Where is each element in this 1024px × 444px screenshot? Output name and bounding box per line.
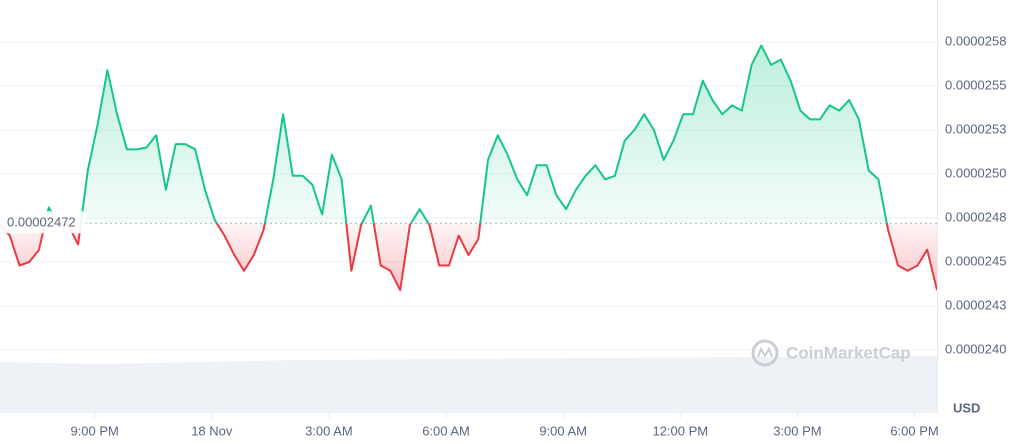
x-tick-label: 6:00 PM	[890, 423, 938, 438]
volume-area	[0, 356, 937, 413]
x-tick-label: 9:00 PM	[70, 423, 118, 438]
plot	[0, 44, 938, 292]
y-tick-label: 0.0000248	[945, 209, 1006, 224]
y-tick-label: 0.0000243	[945, 297, 1006, 312]
baseline-label-box	[0, 211, 86, 234]
y-tick-label: 0.0000250	[945, 165, 1006, 180]
baseline-label: 0.00002472	[7, 215, 76, 230]
y-axis-label: USD	[953, 400, 980, 415]
watermark-logo	[751, 339, 779, 367]
y-tick-label: 0.0000255	[945, 77, 1006, 92]
x-tick-label: 12:00 PM	[652, 423, 708, 438]
x-tick-label: 3:00 AM	[305, 423, 353, 438]
y-tick-label: 0.0000253	[945, 121, 1006, 136]
x-tick-label: 18 Nov	[191, 423, 233, 438]
y-tick-label: 0.0000245	[945, 253, 1006, 268]
y-tick-label: 0.0000240	[945, 341, 1006, 356]
y-tick-label: 0.0000258	[945, 33, 1006, 48]
area	[0, 45, 937, 291]
x-tick-label: 3:00 PM	[773, 423, 821, 438]
price-line	[0, 44, 938, 292]
overlay: 0.0000258 0.0000255 0.0000253 0.0000250 0.00…	[0, 33, 1006, 438]
watermark: CoinMarketCap	[786, 343, 911, 362]
x-tick-label: 6:00 AM	[422, 423, 470, 438]
x-tick-label: 9:00 AM	[539, 423, 587, 438]
